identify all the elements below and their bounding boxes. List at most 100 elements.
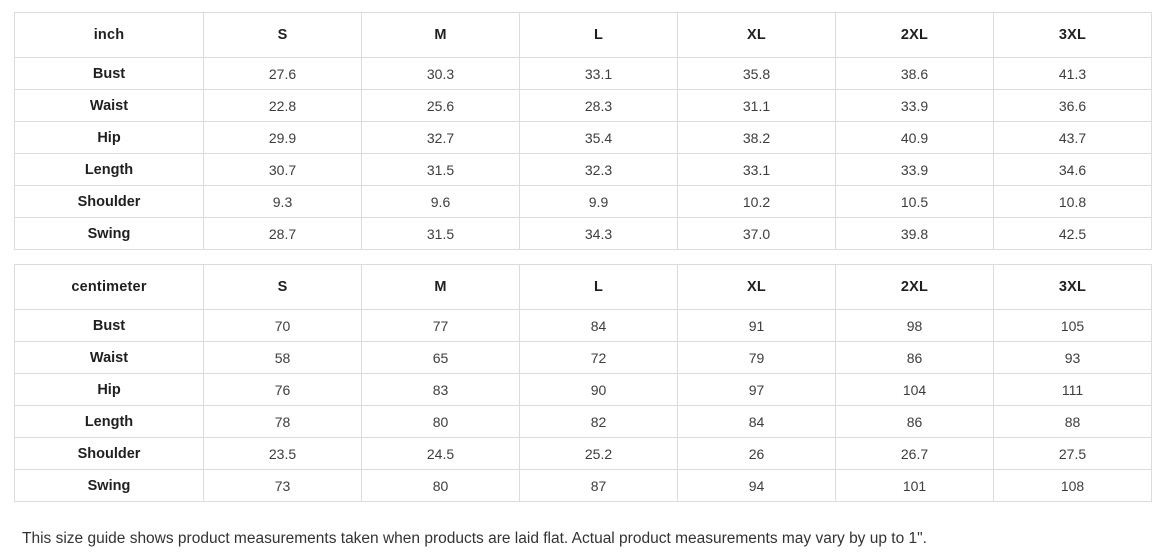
table-row: Hip 76 83 90 97 104 111 bbox=[14, 373, 1152, 406]
measurement-cell: 10.5 bbox=[835, 185, 994, 218]
measurement-cell: 101 bbox=[835, 469, 994, 502]
measurement-cell: 98 bbox=[835, 309, 994, 342]
size-header-3xl: 3XL bbox=[993, 264, 1152, 310]
measurement-label-hip: Hip bbox=[14, 373, 204, 406]
table-row: Bust 70 77 84 91 98 105 bbox=[14, 309, 1152, 342]
measurement-cell: 34.3 bbox=[519, 217, 678, 250]
measurement-cell: 26 bbox=[677, 437, 836, 470]
measurement-cell: 30.3 bbox=[361, 57, 520, 90]
measurement-cell: 33.1 bbox=[677, 153, 836, 186]
size-header-3xl: 3XL bbox=[993, 12, 1152, 58]
size-chart-inch: inch S M L XL 2XL 3XL Bust 27.6 30.3 33.… bbox=[14, 12, 1152, 250]
measurement-cell: 84 bbox=[519, 309, 678, 342]
table-row: Swing 28.7 31.5 34.3 37.0 39.8 42.5 bbox=[14, 217, 1152, 250]
size-chart-centimeter-header: centimeter S M L XL 2XL 3XL bbox=[14, 264, 1152, 310]
measurement-cell: 9.9 bbox=[519, 185, 678, 218]
measurement-cell: 40.9 bbox=[835, 121, 994, 154]
measurement-cell: 35.4 bbox=[519, 121, 678, 154]
table-header-row: inch S M L XL 2XL 3XL bbox=[14, 12, 1152, 58]
size-header-s: S bbox=[203, 12, 362, 58]
size-header-s: S bbox=[203, 264, 362, 310]
measurement-cell: 39.8 bbox=[835, 217, 994, 250]
size-chart-centimeter: centimeter S M L XL 2XL 3XL Bust 70 77 8… bbox=[14, 264, 1152, 502]
size-chart-inch-body: Bust 27.6 30.3 33.1 35.8 38.6 41.3 Waist… bbox=[14, 57, 1152, 250]
measurement-cell: 23.5 bbox=[203, 437, 362, 470]
measurement-cell: 10.8 bbox=[993, 185, 1152, 218]
measurement-cell: 30.7 bbox=[203, 153, 362, 186]
measurement-cell: 43.7 bbox=[993, 121, 1152, 154]
measurement-cell: 9.6 bbox=[361, 185, 520, 218]
measurement-cell: 22.8 bbox=[203, 89, 362, 122]
measurement-cell: 80 bbox=[361, 405, 520, 438]
table-row: Shoulder 23.5 24.5 25.2 26 26.7 27.5 bbox=[14, 437, 1152, 470]
measurement-cell: 33.1 bbox=[519, 57, 678, 90]
measurement-cell: 79 bbox=[677, 341, 836, 374]
measurement-cell: 37.0 bbox=[677, 217, 836, 250]
measurement-cell: 65 bbox=[361, 341, 520, 374]
measurement-cell: 111 bbox=[993, 373, 1152, 406]
unit-header-centimeter: centimeter bbox=[14, 264, 204, 310]
table-header-row: centimeter S M L XL 2XL 3XL bbox=[14, 264, 1152, 310]
measurement-label-hip: Hip bbox=[14, 121, 204, 154]
measurement-cell: 28.3 bbox=[519, 89, 678, 122]
measurement-cell: 93 bbox=[993, 341, 1152, 374]
measurement-cell: 108 bbox=[993, 469, 1152, 502]
measurement-label-shoulder: Shoulder bbox=[14, 185, 204, 218]
measurement-cell: 41.3 bbox=[993, 57, 1152, 90]
measurement-cell: 88 bbox=[993, 405, 1152, 438]
measurement-cell: 76 bbox=[203, 373, 362, 406]
measurement-label-bust: Bust bbox=[14, 309, 204, 342]
measurement-cell: 34.6 bbox=[993, 153, 1152, 186]
table-row: Length 30.7 31.5 32.3 33.1 33.9 34.6 bbox=[14, 153, 1152, 186]
measurement-cell: 9.3 bbox=[203, 185, 362, 218]
size-header-l: L bbox=[519, 12, 678, 58]
measurement-cell: 90 bbox=[519, 373, 678, 406]
table-row: Waist 58 65 72 79 86 93 bbox=[14, 341, 1152, 374]
measurement-cell: 33.9 bbox=[835, 89, 994, 122]
measurement-cell: 31.5 bbox=[361, 153, 520, 186]
measurement-cell: 94 bbox=[677, 469, 836, 502]
measurement-cell: 32.3 bbox=[519, 153, 678, 186]
measurement-cell: 84 bbox=[677, 405, 836, 438]
measurement-cell: 77 bbox=[361, 309, 520, 342]
measurement-cell: 70 bbox=[203, 309, 362, 342]
table-row: Bust 27.6 30.3 33.1 35.8 38.6 41.3 bbox=[14, 57, 1152, 90]
measurement-label-waist: Waist bbox=[14, 89, 204, 122]
measurement-cell: 80 bbox=[361, 469, 520, 502]
measurement-cell: 31.5 bbox=[361, 217, 520, 250]
unit-header-inch: inch bbox=[14, 12, 204, 58]
table-row: Waist 22.8 25.6 28.3 31.1 33.9 36.6 bbox=[14, 89, 1152, 122]
measurement-cell: 33.9 bbox=[835, 153, 994, 186]
measurement-cell: 86 bbox=[835, 341, 994, 374]
table-row: Length 78 80 82 84 86 88 bbox=[14, 405, 1152, 438]
size-header-xl: XL bbox=[677, 12, 836, 58]
measurement-label-bust: Bust bbox=[14, 57, 204, 90]
size-header-l: L bbox=[519, 264, 678, 310]
measurement-cell: 97 bbox=[677, 373, 836, 406]
measurement-label-swing: Swing bbox=[14, 469, 204, 502]
measurement-cell: 42.5 bbox=[993, 217, 1152, 250]
measurement-cell: 28.7 bbox=[203, 217, 362, 250]
size-chart-centimeter-body: Bust 70 77 84 91 98 105 Waist 58 65 72 7… bbox=[14, 309, 1152, 502]
measurement-cell: 86 bbox=[835, 405, 994, 438]
measurement-cell: 58 bbox=[203, 341, 362, 374]
measurement-cell: 78 bbox=[203, 405, 362, 438]
size-header-m: M bbox=[361, 12, 520, 58]
size-chart-inch-header: inch S M L XL 2XL 3XL bbox=[14, 12, 1152, 58]
measurement-cell: 32.7 bbox=[361, 121, 520, 154]
measurement-cell: 25.6 bbox=[361, 89, 520, 122]
measurement-cell: 35.8 bbox=[677, 57, 836, 90]
measurement-cell: 27.6 bbox=[203, 57, 362, 90]
measurement-cell: 36.6 bbox=[993, 89, 1152, 122]
measurement-cell: 73 bbox=[203, 469, 362, 502]
measurement-cell: 24.5 bbox=[361, 437, 520, 470]
measurement-cell: 27.5 bbox=[993, 437, 1152, 470]
measurement-label-swing: Swing bbox=[14, 217, 204, 250]
measurement-cell: 104 bbox=[835, 373, 994, 406]
size-header-2xl: 2XL bbox=[835, 12, 994, 58]
measurement-cell: 29.9 bbox=[203, 121, 362, 154]
size-guide-footnote: This size guide shows product measuremen… bbox=[22, 530, 927, 547]
measurement-label-shoulder: Shoulder bbox=[14, 437, 204, 470]
measurement-cell: 83 bbox=[361, 373, 520, 406]
